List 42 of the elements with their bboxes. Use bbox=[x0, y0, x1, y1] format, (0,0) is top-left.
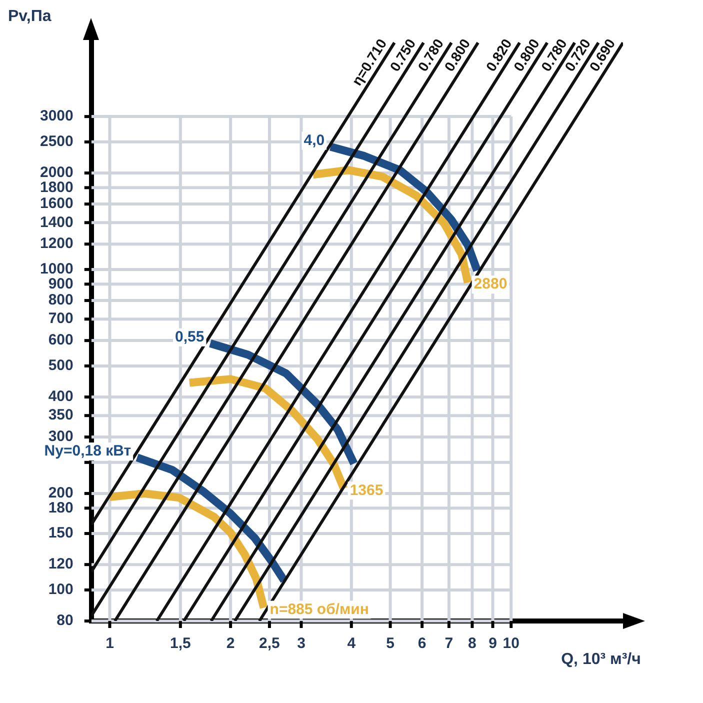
y-tick-label: 2000 bbox=[40, 164, 74, 182]
y-tick-label: 1400 bbox=[40, 214, 74, 231]
x-tick-label: 4 bbox=[347, 635, 356, 652]
y-axis-title: Pv,Па bbox=[8, 8, 52, 26]
y-tick-label: 200 bbox=[48, 484, 74, 502]
y-tick-label: 120 bbox=[48, 556, 74, 573]
x-tick-label: 10 bbox=[502, 635, 520, 652]
x-tick-label: 2,5 bbox=[259, 635, 280, 652]
y-tick-label: 1000 bbox=[40, 260, 74, 278]
y-tick-label: 400 bbox=[48, 388, 74, 406]
x-tick-label: 5 bbox=[386, 635, 394, 652]
x-tick-label: 2 bbox=[226, 635, 235, 652]
annotation: Ny=0,18 кВт bbox=[44, 442, 132, 460]
x-axis-title: Q, 10³ м³/ч bbox=[561, 651, 641, 669]
x-tick-label: 9 bbox=[488, 635, 497, 652]
annotation: 2880 bbox=[474, 276, 508, 293]
y-tick-label: 3000 bbox=[40, 108, 74, 125]
y-tick-label: 2500 bbox=[40, 133, 74, 150]
y-tick-label: 150 bbox=[48, 524, 74, 542]
x-tick-label: 1 bbox=[106, 635, 114, 652]
y-tick-label: 300 bbox=[48, 428, 74, 446]
y-tick-label: 1600 bbox=[40, 195, 74, 212]
annotation: 1365 bbox=[350, 482, 384, 499]
y-tick-label: 800 bbox=[48, 292, 74, 309]
x-tick-label: 8 bbox=[468, 635, 476, 652]
y-tick-label: 100 bbox=[48, 581, 74, 598]
y-tick-label: 600 bbox=[48, 332, 74, 349]
y-tick-label: 700 bbox=[48, 310, 74, 328]
y-tick-label: 900 bbox=[48, 275, 74, 292]
y-tick-label: 1800 bbox=[40, 178, 74, 196]
annotation: 4,0 bbox=[304, 132, 325, 149]
y-tick-label: 350 bbox=[48, 406, 74, 424]
y-tick-label: 500 bbox=[48, 357, 74, 374]
annotation: 0,55 bbox=[175, 328, 204, 346]
y-tick-label: 1200 bbox=[40, 235, 74, 252]
x-tick-label: 6 bbox=[418, 635, 426, 652]
x-tick-label: 3 bbox=[297, 635, 306, 652]
annotation: n=885 об/мин bbox=[270, 600, 369, 618]
y-tick-label: 180 bbox=[48, 499, 74, 516]
y-tick-label: 80 bbox=[56, 612, 74, 630]
x-tick-label: 7 bbox=[444, 635, 454, 652]
x-tick-label: 1,5 bbox=[170, 635, 191, 652]
